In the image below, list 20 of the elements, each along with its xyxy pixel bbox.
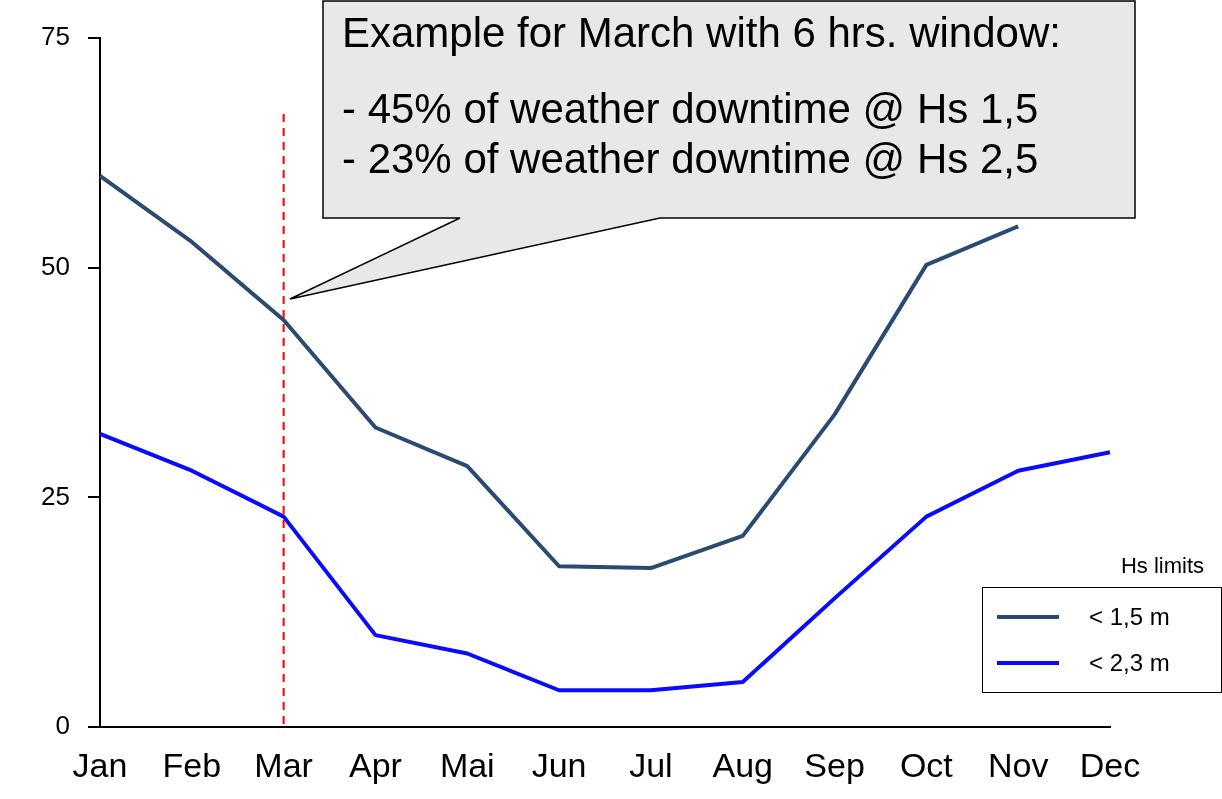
y-tick-label: 75 (41, 21, 70, 52)
x-tick-label: Jan (72, 745, 128, 784)
x-tick-label: Feb (162, 745, 222, 784)
x-tick-label: Dec (1079, 745, 1141, 784)
legend-label: < 1,5 m (1089, 603, 1170, 631)
x-tick-label: Apr (348, 745, 402, 784)
legend-title: Hs limits (1119, 553, 1205, 579)
annotation: Example for March with 6 hrs. window: - 45% of weather downtime @ Hs 1,5 - 23% of weather downtime @ Hs 2,5 (342, 8, 1061, 184)
x-tick-label: Jun (531, 745, 587, 784)
x-tick-label: Oct (899, 745, 954, 784)
x-tick-label: Jul (629, 745, 673, 784)
legend-label: < 2,3 m (1089, 649, 1170, 677)
y-tick-label: 0 (55, 710, 70, 741)
x-tick-label: Mar (254, 745, 313, 784)
x-tick-label: Nov (987, 745, 1049, 784)
x-tick-label: Mai (439, 745, 495, 784)
y-tick-label: 50 (41, 250, 70, 281)
x-tick-label: Aug (712, 745, 773, 784)
x-tick-label: Sep (804, 745, 865, 784)
y-tick-label: 25 (41, 480, 70, 511)
